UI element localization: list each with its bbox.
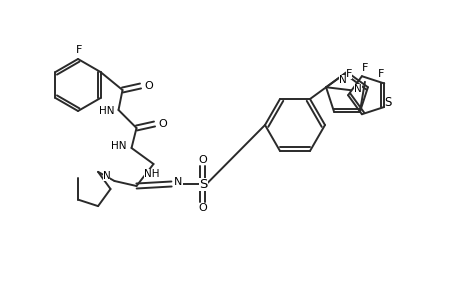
Text: F: F (345, 69, 351, 79)
Text: O: O (158, 119, 167, 129)
Text: F: F (76, 45, 82, 55)
Text: S: S (384, 97, 391, 110)
Text: O: O (144, 81, 152, 91)
Text: HN: HN (111, 141, 126, 151)
Text: NH: NH (144, 169, 159, 179)
Text: O: O (198, 203, 207, 213)
Text: HN: HN (99, 106, 114, 116)
Text: S: S (199, 178, 207, 190)
Text: F: F (361, 63, 367, 73)
Text: F: F (377, 69, 383, 79)
Text: N: N (338, 75, 346, 85)
Text: N: N (102, 171, 110, 181)
Text: O: O (198, 155, 207, 165)
Text: N: N (174, 177, 182, 187)
Text: N: N (353, 84, 361, 94)
